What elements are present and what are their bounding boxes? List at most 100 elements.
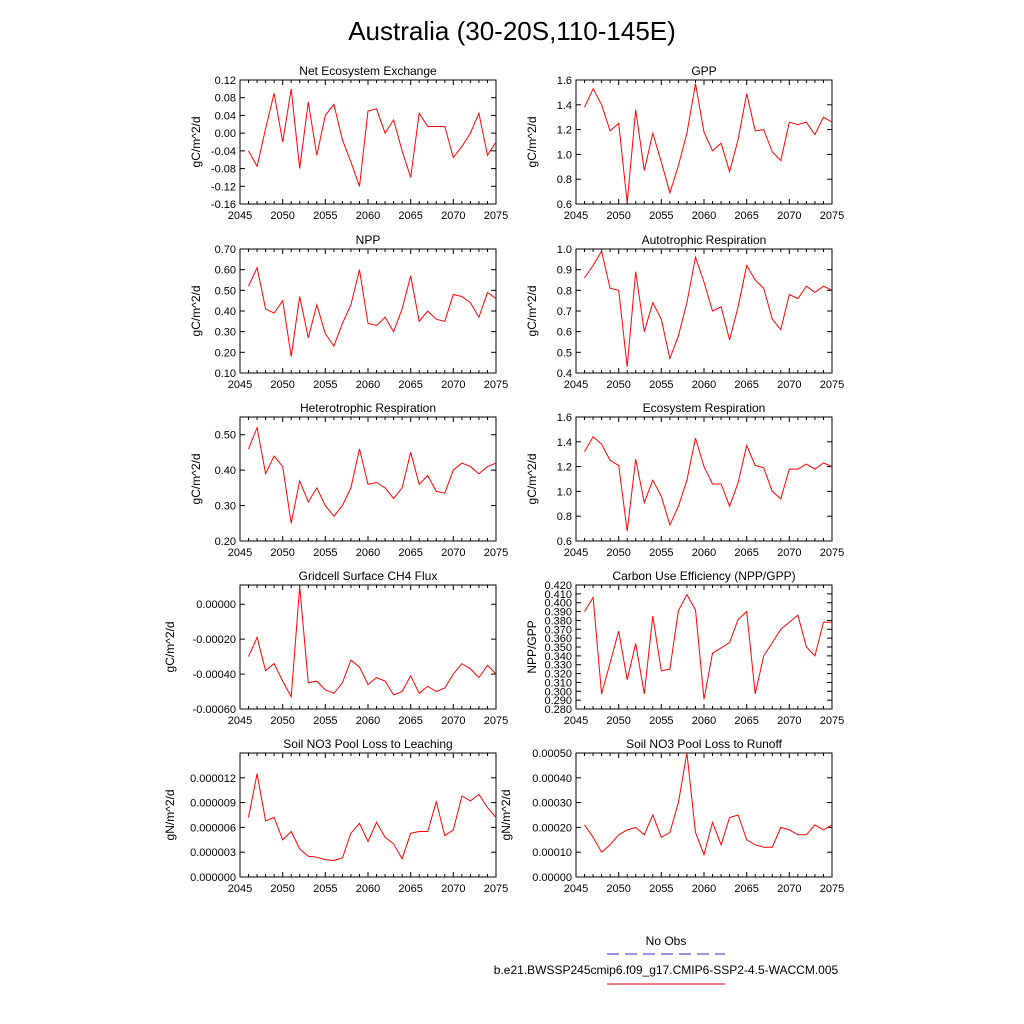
y-tick-label: 1.2 bbox=[557, 462, 572, 474]
x-tick-label: 2075 bbox=[820, 715, 844, 727]
x-tick-label: 2050 bbox=[270, 547, 294, 559]
x-tick-label: 2055 bbox=[649, 715, 673, 727]
y-tick-label: 1.6 bbox=[557, 412, 572, 424]
y-tick-label: 0.00020 bbox=[532, 822, 572, 834]
x-tick-label: 2060 bbox=[692, 210, 716, 222]
x-tick-label: 2045 bbox=[228, 210, 252, 222]
panel-title: NPP bbox=[356, 233, 381, 247]
y-tick-label: 0.350 bbox=[544, 642, 572, 654]
x-tick-label: 2055 bbox=[649, 883, 673, 895]
plot-frame bbox=[575, 79, 833, 205]
y-tick-label: 0.00010 bbox=[532, 847, 572, 859]
y-tick-label: 0.410 bbox=[544, 589, 572, 601]
panel-title: Net Ecosystem Exchange bbox=[299, 64, 437, 78]
x-tick-label: 2070 bbox=[441, 883, 465, 895]
y-tick-label: 0.08 bbox=[215, 93, 236, 105]
x-tick-label: 2045 bbox=[564, 883, 588, 895]
y-tick-label: 0.30 bbox=[215, 501, 236, 513]
x-tick-label: 2050 bbox=[606, 210, 630, 222]
x-tick-label: 2050 bbox=[606, 715, 630, 727]
x-tick-label: 2055 bbox=[313, 883, 337, 895]
y-tick-label: 0.40 bbox=[215, 306, 236, 318]
y-tick-label: 1.2 bbox=[557, 125, 572, 137]
y-tick-label: 0.300 bbox=[544, 686, 572, 698]
panel-title: Autotrophic Respiration bbox=[642, 233, 767, 247]
y-tick-label: -0.08 bbox=[211, 164, 236, 176]
legend-label-obs: No Obs bbox=[646, 934, 687, 948]
y-tick-label: 0.7 bbox=[557, 306, 572, 318]
y-tick-label: -0.04 bbox=[211, 146, 236, 158]
x-tick-label: 2065 bbox=[734, 210, 758, 222]
x-tick-label: 2060 bbox=[356, 210, 380, 222]
x-tick-label: 2075 bbox=[820, 547, 844, 559]
y-tick-label: -0.00040 bbox=[193, 669, 236, 681]
y-tick-label: 0.420 bbox=[544, 580, 572, 592]
x-tick-label: 2045 bbox=[564, 210, 588, 222]
y-tick-label: 0.320 bbox=[544, 669, 572, 681]
panel-autotrophic-respiration: Autotrophic Respiration gC/m^2/d 2045 2050 2… bbox=[525, 233, 844, 391]
y-tick-label: 0.00040 bbox=[532, 773, 572, 785]
x-tick-label: 2045 bbox=[228, 715, 252, 727]
y-tick-label: 0.4 bbox=[557, 368, 572, 380]
y-tick-label: 0.330 bbox=[544, 660, 572, 672]
x-tick-label: 2060 bbox=[356, 547, 380, 559]
plot-frame bbox=[239, 416, 497, 542]
panel-soil-no3-pool-loss-to-runoff: Soil NO3 Pool Loss to Runoff gN/m^2/d 2045… bbox=[499, 737, 844, 895]
y-tick-label: 0.9 bbox=[557, 265, 572, 277]
x-tick-label: 2055 bbox=[313, 715, 337, 727]
y-tick-label: 0.280 bbox=[544, 704, 572, 716]
x-tick-label: 2075 bbox=[820, 210, 844, 222]
y-tick-label: 0.00030 bbox=[532, 798, 572, 810]
y-tick-label: 0.8 bbox=[557, 511, 572, 523]
x-tick-label: 2060 bbox=[692, 883, 716, 895]
x-tick-label: 2045 bbox=[564, 715, 588, 727]
x-tick-label: 2060 bbox=[692, 379, 716, 391]
chart-panels: Net Ecosystem Exchange gC/m^2/d 2045 2050 20… bbox=[163, 64, 844, 895]
x-tick-label: 2060 bbox=[356, 379, 380, 391]
y-tick-label: 0.00000 bbox=[196, 599, 236, 611]
panel-net-ecosystem-exchange: Net Ecosystem Exchange gC/m^2/d 2045 2050 20… bbox=[189, 64, 508, 222]
y-axis-label: gN/m^2/d bbox=[499, 790, 513, 841]
y-axis-label: gC/m^2/d bbox=[525, 117, 539, 168]
series-line-gridcell-surface-ch4-flux bbox=[248, 586, 497, 699]
y-tick-label: 0.6 bbox=[557, 327, 572, 339]
x-tick-label: 2065 bbox=[398, 210, 422, 222]
x-tick-label: 2070 bbox=[441, 379, 465, 391]
y-tick-label: 0.04 bbox=[215, 110, 236, 122]
y-tick-label: 1.4 bbox=[557, 100, 572, 112]
panel-npp: NPP gC/m^2/d 2045 2050 2055 2060 2065 2070 2075 0… bbox=[189, 233, 508, 391]
x-tick-label: 2075 bbox=[484, 715, 508, 727]
series-line-net-ecosystem-exchange bbox=[248, 88, 497, 187]
y-tick-label: 0.70 bbox=[215, 244, 236, 256]
x-tick-label: 2055 bbox=[313, 379, 337, 391]
panel-title: Ecosystem Respiration bbox=[643, 401, 766, 415]
x-tick-label: 2045 bbox=[228, 547, 252, 559]
panel-title: Soil NO3 Pool Loss to Runoff bbox=[626, 737, 783, 751]
y-axis-label: gC/m^2/d bbox=[189, 286, 203, 337]
y-axis-label: gC/m^2/d bbox=[189, 454, 203, 505]
x-tick-label: 2070 bbox=[441, 210, 465, 222]
y-tick-label: 0.000000 bbox=[190, 872, 236, 884]
y-tick-label: -0.00060 bbox=[193, 704, 236, 716]
x-tick-label: 2070 bbox=[441, 715, 465, 727]
panel-title: Gridcell Surface CH4 Flux bbox=[299, 569, 438, 583]
y-tick-label: 0.5 bbox=[557, 347, 572, 359]
y-tick-label: 0.390 bbox=[544, 607, 572, 619]
y-tick-label: 0.40 bbox=[215, 465, 236, 477]
x-tick-label: 2070 bbox=[777, 210, 801, 222]
y-tick-label: 0.290 bbox=[544, 695, 572, 707]
panel-gridcell-surface-ch4-flux: Gridcell Surface CH4 Flux gC/m^2/d 2045 205… bbox=[163, 569, 508, 727]
panel-heterotrophic-respiration: Heterotrophic Respiration gC/m^2/d 2045 205… bbox=[189, 401, 508, 559]
plot-frame bbox=[575, 416, 833, 542]
x-tick-label: 2055 bbox=[313, 547, 337, 559]
y-axis-label: gN/m^2/d bbox=[163, 790, 177, 841]
y-tick-label: 1.4 bbox=[557, 437, 572, 449]
y-axis-label: gC/m^2/d bbox=[525, 286, 539, 337]
y-tick-label: 0.310 bbox=[544, 677, 572, 689]
y-tick-label: 0.400 bbox=[544, 598, 572, 610]
series-line-autotrophic-respiration bbox=[584, 249, 833, 367]
plot-frame bbox=[575, 248, 833, 374]
x-tick-label: 2050 bbox=[270, 210, 294, 222]
plot-frame bbox=[239, 752, 497, 878]
y-tick-label: 0.000006 bbox=[190, 822, 236, 834]
